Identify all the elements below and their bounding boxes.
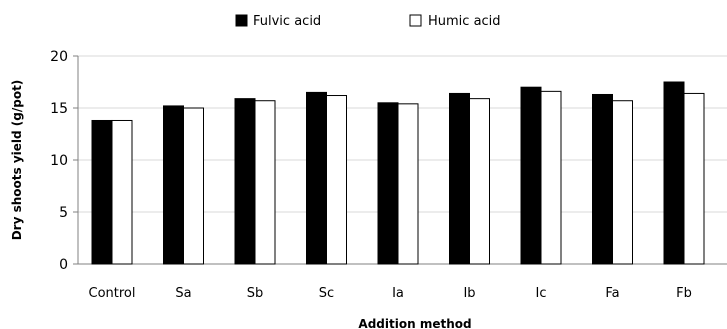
bar-fulvic-ia xyxy=(377,102,399,265)
x-tick-label: Fb xyxy=(676,286,692,301)
bars xyxy=(91,81,705,265)
y-tick-label: 10 xyxy=(50,153,68,169)
bar-fulvic-fb xyxy=(663,81,685,265)
legend-label-humic: Humic acid xyxy=(428,14,501,29)
bar-humic-ib xyxy=(469,98,490,265)
x-tick-label: Control xyxy=(89,286,136,301)
bar-humic-sc xyxy=(326,95,347,265)
bar-fulvic-sa xyxy=(163,105,184,265)
x-tick-label: Ia xyxy=(392,286,404,301)
y-axis-title: Dry shoots yield (g/pot) xyxy=(10,80,24,241)
y-tick-label: 5 xyxy=(59,205,68,221)
bar-humic-sa xyxy=(183,107,204,265)
bar-fulvic-sb xyxy=(234,98,256,265)
legend: Fulvic acid Humic acid xyxy=(235,14,501,29)
x-tick-labels: ControlSaSbScIaIbIcFaFbFc xyxy=(89,286,692,301)
bar-fulvic-ib xyxy=(449,92,470,265)
y-tick-label: 20 xyxy=(50,49,68,65)
legend-swatch-fulvic xyxy=(235,14,248,27)
bar-humic-ia xyxy=(397,103,419,265)
x-tick-label: Fa xyxy=(605,286,619,301)
y-tick-label: 15 xyxy=(50,101,68,117)
y-tick-label: 0 xyxy=(59,257,68,273)
legend-swatch-humic xyxy=(409,14,422,27)
x-tick-label: Sc xyxy=(319,286,334,301)
x-tick-label: Ic xyxy=(536,286,547,301)
bar-humic-fa xyxy=(612,100,633,265)
bar-fulvic-control xyxy=(91,119,113,265)
x-axis-title: Addition method xyxy=(358,317,471,329)
bar-humic-ic xyxy=(540,90,562,265)
bar-humic-fb xyxy=(683,92,705,265)
x-tick-label: Ib xyxy=(463,286,475,301)
legend-label-fulvic: Fulvic acid xyxy=(253,14,321,29)
y-ticks: 0 5 10 15 20 xyxy=(50,49,78,273)
legend-item-humic: Humic acid xyxy=(409,14,501,29)
bar-fulvic-ic xyxy=(520,86,542,265)
bar-humic-sb xyxy=(254,100,276,265)
x-tick-label: Sa xyxy=(175,286,191,301)
x-tick-label: Sb xyxy=(247,286,264,301)
legend-item-fulvic: Fulvic acid xyxy=(235,14,321,29)
bar-fulvic-sc xyxy=(306,91,327,265)
bar-fulvic-fa xyxy=(592,93,613,265)
bar-humic-control xyxy=(111,119,133,265)
